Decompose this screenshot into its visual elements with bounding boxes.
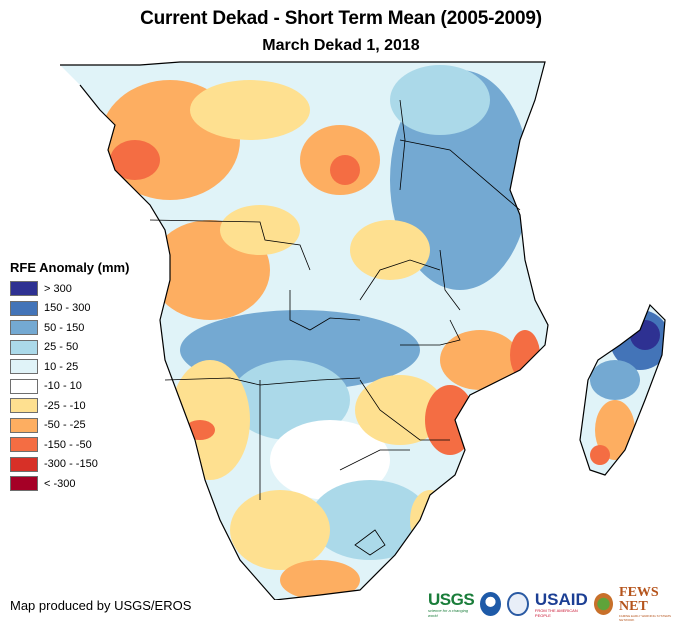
legend-item: 10 - 25 — [10, 357, 129, 377]
legend-swatch — [10, 339, 38, 355]
anomaly-patch — [410, 490, 450, 550]
legend-swatch — [10, 476, 38, 492]
legend-swatch — [10, 456, 38, 472]
legend-swatch — [10, 417, 38, 433]
legend-label: -25 - -10 — [44, 399, 86, 412]
legend-swatch — [10, 320, 38, 336]
usaid-logo: USAID FROM THE AMERICAN PEOPLE — [534, 589, 588, 618]
legend-label: -300 - -150 — [44, 458, 98, 471]
legend-item: 150 - 300 — [10, 299, 129, 319]
legend-label: 50 - 150 — [44, 321, 85, 334]
legend-title: RFE Anomaly (mm) — [10, 260, 130, 275]
map-subtitle: March Dekad 1, 2018 — [262, 37, 420, 54]
logos: USGS science for a changing world USAID … — [428, 585, 682, 623]
anomaly-patch — [310, 480, 430, 560]
anomaly-patch — [170, 360, 250, 480]
anomaly-patch — [425, 385, 475, 455]
legend-label: 150 - 300 — [44, 302, 91, 315]
anomaly-patch — [630, 320, 660, 350]
usaid-seal-icon — [507, 592, 529, 616]
legend-item: 25 - 50 — [10, 338, 129, 358]
legend-label: > 300 — [44, 282, 72, 295]
legend-item: -50 - -25 — [10, 416, 129, 436]
legend-item: < -300 — [10, 474, 129, 494]
legend-label: 10 - 25 — [44, 360, 79, 373]
legend-label: -50 - -25 — [44, 419, 86, 432]
anomaly-patch — [330, 155, 360, 185]
anomaly-patch — [110, 140, 160, 180]
anomaly-patch — [440, 330, 520, 390]
legend-label: < -300 — [44, 477, 76, 490]
legend-item: -150 - -50 — [10, 435, 129, 455]
usgs-logo: USGS science for a changing world — [428, 589, 475, 618]
anomaly-patch — [230, 490, 330, 570]
anomaly-patch — [185, 420, 215, 440]
country-borders — [149, 99, 521, 556]
legend-swatch — [10, 300, 38, 316]
coastline — [60, 61, 666, 600]
legend: RFE Anomaly (mm) > 300 150 - 300 50 - 150 2… — [10, 260, 129, 494]
credit-text: Map produced by USGS/EROS — [10, 598, 192, 613]
anomaly-patch — [355, 375, 445, 445]
legend-item: 50 - 150 — [10, 318, 129, 338]
anomaly-patch — [595, 400, 635, 460]
anomaly-patch — [590, 445, 610, 465]
anomaly-patch — [180, 310, 420, 390]
legend-item: -300 - -150 — [10, 455, 129, 475]
anomaly-patch — [350, 220, 430, 280]
anomaly-patch — [220, 205, 300, 255]
legend-swatch — [10, 437, 38, 453]
legend-label: -10 - 10 — [44, 380, 82, 393]
anomaly-patch — [390, 65, 490, 135]
anomaly-patch — [270, 420, 390, 500]
legend-label: -150 - -50 — [44, 438, 92, 451]
legend-swatch — [10, 378, 38, 394]
noaa-logo-icon — [480, 592, 502, 616]
legend-item: -10 - 10 — [10, 377, 129, 397]
legend-swatch — [10, 359, 38, 375]
fewsnet-logo: FEWS NET FAMINE EARLY WARNING SYSTEMS NE… — [619, 585, 672, 623]
legend-swatch — [10, 398, 38, 414]
legend-swatch — [10, 281, 38, 297]
map-title: Current Dekad - Short Term Mean (2005-20… — [140, 8, 542, 29]
fews-globe-icon — [593, 593, 614, 615]
anomaly-map — [60, 61, 666, 600]
legend-item: > 300 — [10, 279, 129, 299]
anomaly-patch — [280, 560, 360, 600]
anomaly-patch — [590, 360, 640, 400]
legend-item: -25 - -10 — [10, 396, 129, 416]
anomaly-patch — [190, 80, 310, 140]
legend-label: 25 - 50 — [44, 341, 79, 354]
